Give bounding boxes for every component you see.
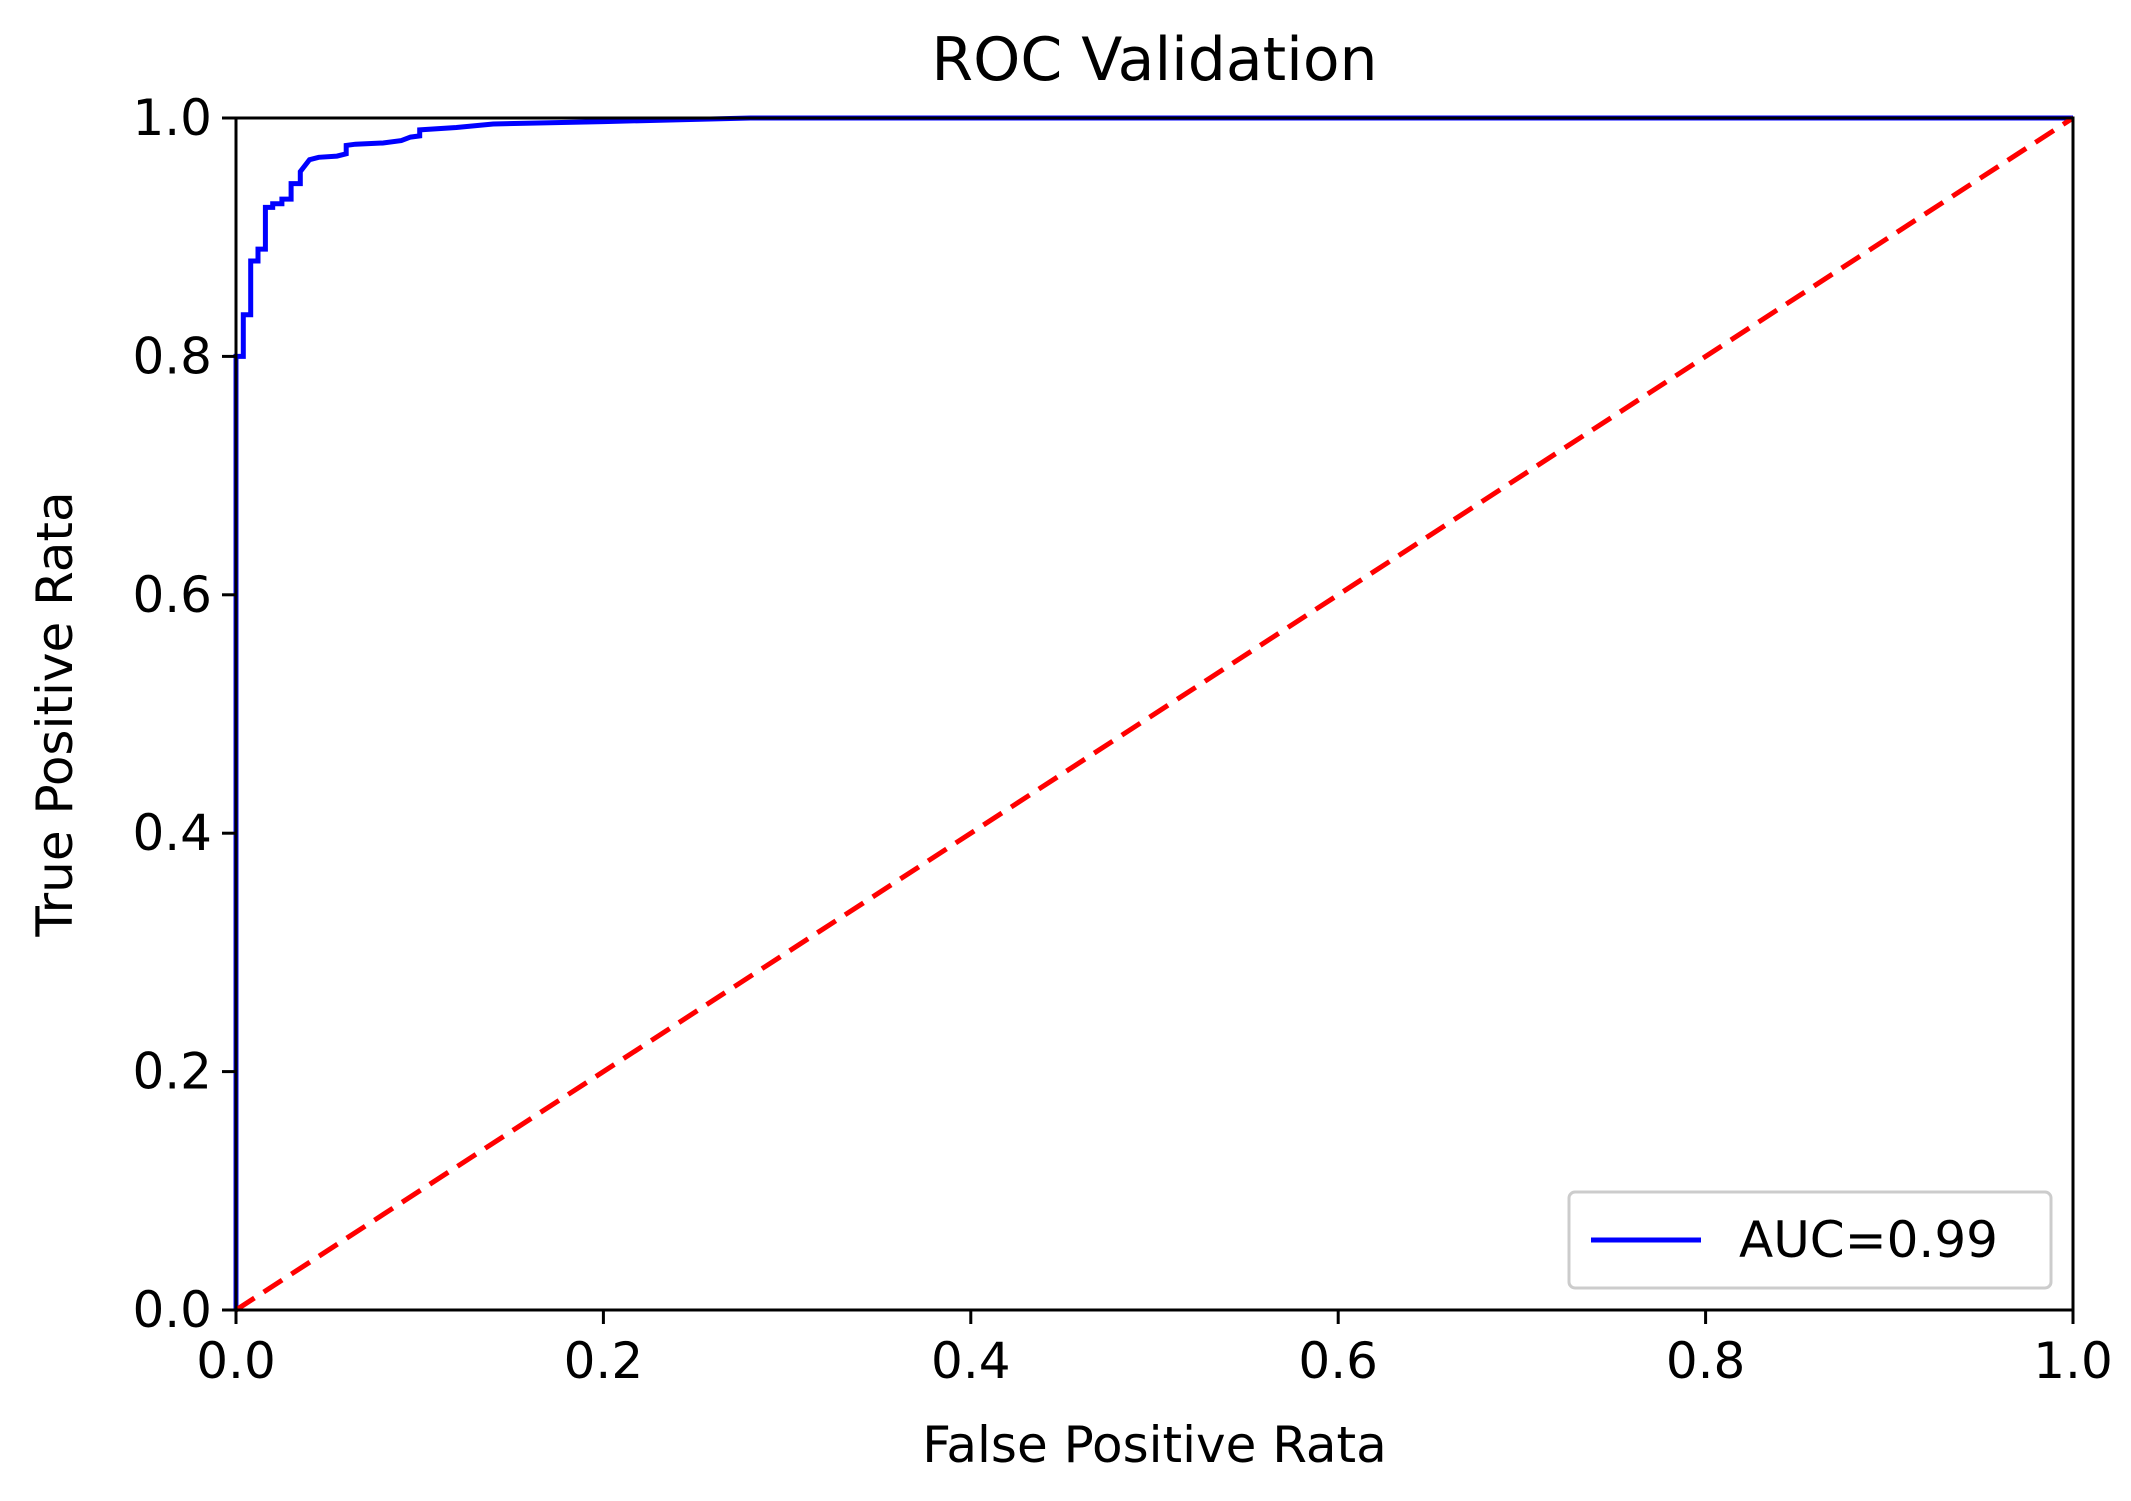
y-tick-label: 0.6 [132,566,212,624]
plot-area: 0.0 0.2 0.4 0.6 0.8 1.0 0.0 0.2 0.4 0.6 0.8 1.0 AUC=… [132,89,2112,1390]
x-tick-label: 0.0 [196,1332,276,1390]
roc-curve-line [233,115,2073,1310]
y-axis-label: True Positive Rata [26,491,84,937]
x-tick-label: 0.8 [1666,1332,1746,1390]
legend: AUC=0.99 [1567,1190,2053,1290]
legend-box [1567,1190,2053,1290]
x-axis-label: False Positive Rata [922,1416,1387,1474]
y-tick-label: 1.0 [132,89,212,147]
axes-frame [234,116,2075,1312]
x-tick-label: 0.6 [1298,1332,1378,1390]
y-tick-label: 0.4 [132,804,212,862]
y-tick-label: 0.0 [132,1281,212,1339]
x-tick-label: 1.0 [2033,1332,2113,1390]
chance-diagonal-line [234,115,2075,1313]
y-tick-label: 0.2 [132,1043,212,1101]
x-tick-label: 0.4 [931,1332,1011,1390]
y-tick-label: 0.8 [132,327,212,385]
chart-title: ROC Validation [931,25,1377,95]
x-tick-label: 0.2 [564,1332,644,1390]
legend-label: AUC=0.99 [1739,1211,1998,1269]
